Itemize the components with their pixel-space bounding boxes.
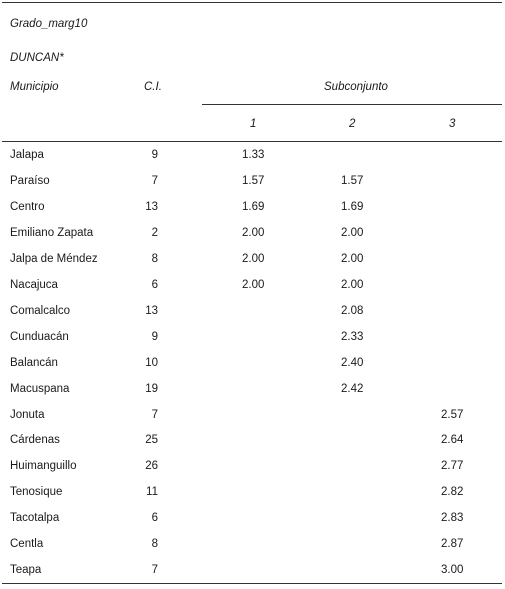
ci-cell: 25 [145,434,158,447]
table-row: Balancán 10 2.40 [0,356,505,382]
subset-3-cell: 2.83 [441,512,464,525]
table-row: Tacotalpa 6 2.83 [0,511,505,537]
table-row: Jalapa 9 1.33 [0,148,505,174]
municipio-cell: Cárdenas [10,434,60,447]
municipio-cell: Paraíso [10,174,50,187]
subset-3-cell: 2.77 [441,460,464,473]
table-row: Centla 8 2.87 [0,537,505,563]
ci-cell: 11 [146,486,158,499]
ci-cell: 7 [151,408,158,421]
subset-2-cell: 2.08 [341,304,364,317]
subset-2-cell: 2.00 [341,226,364,239]
subset-1-cell: 1.69 [242,200,265,213]
subset-3-cell: 2.64 [441,434,464,447]
table-row: Macuspana 19 2.42 [0,382,505,408]
ci-cell: 7 [151,174,158,187]
table-row: Nacajuca 6 2.00 2.00 [0,278,505,304]
municipio-cell: Tenosique [10,486,63,499]
ci-cell: 6 [151,278,158,291]
municipio-cell: Macuspana [10,382,70,395]
column-header-subset-2: 2 [349,118,356,130]
municipio-cell: Centro [10,200,45,213]
bottom-rule [2,583,502,584]
table-row: Jonuta 7 2.57 [0,408,505,434]
table-row: Comalcalco 13 2.08 [0,304,505,330]
variable-title: Grado_marg10 [10,18,88,30]
subset-2-cell: 2.00 [341,252,364,265]
subset-1-cell: 2.00 [242,226,265,239]
table-row: Cunduacán 9 2.33 [0,330,505,356]
subset-3-cell: 2.57 [441,408,464,421]
municipio-cell: Emiliano Zapata [10,226,94,239]
ci-cell: 8 [151,538,158,551]
table-row: Centro 13 1.69 1.69 [0,200,505,226]
subset-3-cell: 2.82 [441,486,464,499]
table-row: Paraíso 7 1.57 1.57 [0,174,505,200]
ci-cell: 13 [145,200,158,213]
ci-cell: 8 [151,252,158,265]
municipio-cell: Cunduacán [10,330,69,343]
table-row: Tenosique 11 2.82 [0,485,505,511]
table-row: Emiliano Zapata 2 2.00 2.00 [0,226,505,252]
table-row: Teapa 7 3.00 [0,563,505,589]
column-header-subset-3: 3 [449,118,456,130]
column-header-municipio: Municipio [10,81,59,93]
table-row: Cárdenas 25 2.64 [0,433,505,459]
ci-cell: 7 [151,564,158,577]
method-title: DUNCAN* [10,52,64,64]
ci-cell: 10 [145,356,158,369]
ci-cell: 19 [145,382,158,395]
municipio-cell: Nacajuca [10,278,58,291]
subset-3-cell: 3.00 [441,564,464,577]
subconjunto-rule [202,104,502,105]
subset-2-cell: 2.40 [341,356,364,369]
table-row: Jalpa de Méndez 8 2.00 2.00 [0,252,505,278]
subset-2-cell: 2.33 [341,330,364,343]
subset-2-cell: 2.42 [341,382,364,395]
subset-3-cell: 2.87 [441,538,464,551]
subset-1-cell: 2.00 [242,278,265,291]
top-rule [2,2,502,3]
column-header-subconjunto: Subconjunto [324,81,388,93]
municipio-cell: Comalcalco [10,304,71,317]
municipio-cell: Jonuta [10,408,45,421]
subset-2-cell: 1.69 [341,200,364,213]
subset-2-cell: 1.57 [341,174,364,187]
ci-cell: 9 [151,149,158,161]
ci-cell: 26 [145,460,158,473]
header-bottom-rule [2,141,502,142]
subset-1-cell: 1.57 [242,174,265,187]
municipio-cell: Balancán [10,356,58,369]
ci-cell: 13 [145,304,158,317]
ci-cell: 9 [151,330,158,343]
municipio-cell: Centla [10,538,44,551]
municipio-cell: Jalapa [10,149,44,161]
subset-1-cell: 2.00 [242,252,265,265]
table-row: Huimanguillo 26 2.77 [0,459,505,485]
subset-1-cell: 1.33 [242,149,265,161]
municipio-cell: Jalpa de Méndez [10,252,98,265]
subset-2-cell: 2.00 [341,278,364,291]
municipio-cell: Tacotalpa [10,512,60,525]
municipio-cell: Huimanguillo [10,460,77,473]
ci-cell: 2 [151,226,158,239]
municipio-cell: Teapa [10,564,42,577]
column-header-subset-1: 1 [250,118,257,130]
ci-cell: 6 [151,512,158,525]
column-header-ci: C.I. [144,81,162,93]
